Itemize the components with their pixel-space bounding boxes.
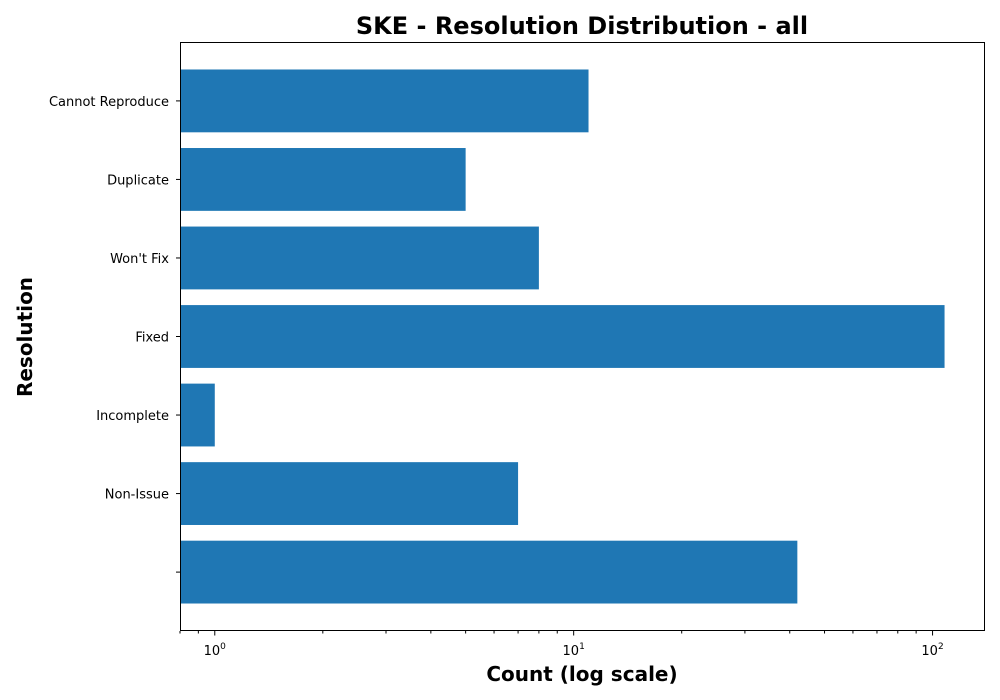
bar-unlabeled <box>180 540 798 604</box>
x-tick-label: 101 <box>563 642 585 659</box>
y-tick-label: Incomplete <box>96 409 169 424</box>
x-axis-label: Count (log scale) <box>486 662 677 686</box>
bars-group <box>180 69 945 604</box>
chart-title: SKE - Resolution Distribution - all <box>356 12 808 40</box>
bar-incomplete <box>180 383 215 447</box>
y-ticks-group: Cannot Reproduce Duplicate Won't Fix Fixed I… <box>49 95 180 573</box>
y-tick-label: Won't Fix <box>110 252 169 267</box>
bar-fixed <box>180 305 945 368</box>
y-tick-label: Cannot Reproduce <box>49 95 169 110</box>
bar-non-issue <box>180 462 519 525</box>
x-tick-label: 100 <box>204 642 227 659</box>
x-tick-label: 102 <box>921 642 943 659</box>
y-tick-label: Fixed <box>135 331 169 346</box>
bar-duplicate <box>180 148 466 211</box>
x-ticks-group: 100 101 102 <box>179 631 944 659</box>
bar-won-t-fix <box>180 226 539 290</box>
plot-frame <box>180 42 985 631</box>
bar-cannot-reproduce <box>180 69 589 133</box>
y-tick-label: Duplicate <box>107 173 169 188</box>
y-tick-label: Non-Issue <box>105 488 169 503</box>
y-axis-label: Resolution <box>13 277 37 397</box>
